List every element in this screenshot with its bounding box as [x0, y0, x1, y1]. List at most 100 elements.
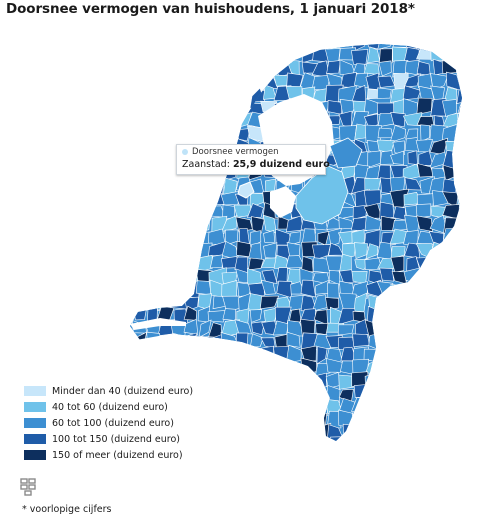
municipality[interactable]	[406, 309, 422, 326]
municipality[interactable]	[259, 412, 279, 430]
municipality[interactable]	[169, 176, 189, 194]
municipality[interactable]	[220, 110, 240, 129]
municipality[interactable]	[207, 384, 227, 400]
municipality[interactable]	[459, 216, 469, 233]
municipality[interactable]	[459, 371, 470, 390]
municipality[interactable]	[455, 139, 471, 154]
municipality[interactable]	[247, 348, 265, 360]
municipality[interactable]	[429, 385, 448, 401]
municipality[interactable]	[156, 193, 175, 207]
municipality[interactable]	[248, 374, 262, 387]
municipality[interactable]	[420, 124, 430, 142]
municipality[interactable]	[197, 201, 214, 220]
municipality[interactable]	[122, 98, 135, 118]
municipality[interactable]	[157, 60, 174, 77]
municipality[interactable]	[197, 74, 215, 90]
municipality[interactable]	[377, 127, 393, 139]
municipality[interactable]	[119, 295, 135, 309]
municipality[interactable]	[156, 258, 174, 273]
legend-item[interactable]: 40 tot 60 (duizend euro)	[24, 399, 193, 415]
municipality[interactable]	[183, 228, 199, 247]
municipality[interactable]	[431, 36, 446, 49]
municipality[interactable]	[353, 383, 370, 398]
municipality[interactable]	[379, 322, 397, 336]
municipality[interactable]	[429, 396, 444, 416]
municipality[interactable]	[239, 85, 252, 103]
municipality[interactable]	[260, 36, 277, 52]
municipality[interactable]	[416, 320, 435, 333]
municipality[interactable]	[131, 124, 147, 144]
municipality[interactable]	[415, 266, 435, 285]
municipality[interactable]	[132, 205, 149, 220]
municipality[interactable]	[181, 98, 201, 117]
municipality[interactable]	[194, 383, 213, 404]
municipality[interactable]	[195, 344, 213, 364]
municipality[interactable]	[195, 280, 212, 296]
legend-item[interactable]: Minder dan 40 (duizend euro)	[24, 383, 193, 399]
municipality[interactable]	[247, 409, 264, 427]
municipality[interactable]	[183, 193, 202, 207]
municipality[interactable]	[430, 73, 449, 91]
municipality[interactable]	[197, 46, 211, 66]
municipality[interactable]	[443, 411, 458, 428]
municipality[interactable]	[416, 411, 434, 426]
municipality[interactable]	[118, 361, 136, 375]
municipality[interactable]	[225, 60, 239, 77]
municipality[interactable]	[456, 255, 470, 274]
municipality[interactable]	[391, 398, 405, 413]
municipality[interactable]	[402, 85, 422, 101]
municipality[interactable]	[365, 243, 379, 260]
municipality[interactable]	[249, 439, 266, 446]
municipality[interactable]	[196, 86, 211, 104]
municipality[interactable]	[221, 384, 240, 402]
municipality[interactable]	[119, 257, 135, 273]
municipality[interactable]	[298, 371, 317, 389]
municipality[interactable]	[444, 266, 462, 285]
municipality[interactable]	[183, 345, 200, 365]
municipality[interactable]	[299, 386, 316, 402]
municipality[interactable]	[221, 47, 241, 66]
municipality[interactable]	[327, 100, 343, 115]
municipality[interactable]	[221, 73, 239, 90]
municipality[interactable]	[148, 233, 161, 247]
municipality[interactable]	[433, 292, 448, 312]
municipality[interactable]	[199, 215, 211, 232]
municipality[interactable]	[130, 219, 147, 234]
municipality[interactable]	[222, 410, 240, 426]
municipality[interactable]	[364, 398, 384, 416]
municipality[interactable]	[143, 58, 163, 75]
municipality[interactable]	[300, 397, 315, 413]
municipality[interactable]	[183, 58, 201, 78]
municipality[interactable]	[368, 438, 379, 446]
municipality[interactable]	[197, 437, 209, 446]
municipality[interactable]	[157, 348, 171, 365]
municipality[interactable]	[455, 61, 470, 75]
municipality[interactable]	[144, 140, 163, 156]
municipality[interactable]	[390, 294, 405, 312]
municipality[interactable]	[171, 202, 189, 219]
municipality[interactable]	[130, 36, 147, 51]
municipality[interactable]	[157, 89, 174, 102]
municipality[interactable]	[444, 371, 460, 387]
municipality[interactable]	[431, 333, 449, 349]
municipality[interactable]	[417, 362, 433, 372]
municipality[interactable]	[379, 267, 395, 282]
municipality[interactable]	[195, 126, 213, 142]
municipality[interactable]	[170, 230, 186, 247]
municipality[interactable]	[390, 371, 407, 391]
municipality[interactable]	[301, 256, 314, 273]
municipality[interactable]	[248, 257, 264, 271]
municipality[interactable]	[337, 324, 355, 336]
municipality[interactable]	[260, 279, 276, 295]
municipality[interactable]	[392, 140, 406, 155]
municipality[interactable]	[404, 425, 422, 442]
municipality[interactable]	[168, 214, 185, 234]
municipality[interactable]	[185, 358, 201, 377]
municipality[interactable]	[246, 268, 262, 286]
municipality[interactable]	[262, 425, 279, 440]
municipality[interactable]	[456, 438, 470, 446]
municipality[interactable]	[184, 241, 200, 261]
municipality[interactable]	[143, 98, 159, 117]
municipality[interactable]	[418, 424, 433, 441]
municipality[interactable]	[130, 349, 147, 361]
